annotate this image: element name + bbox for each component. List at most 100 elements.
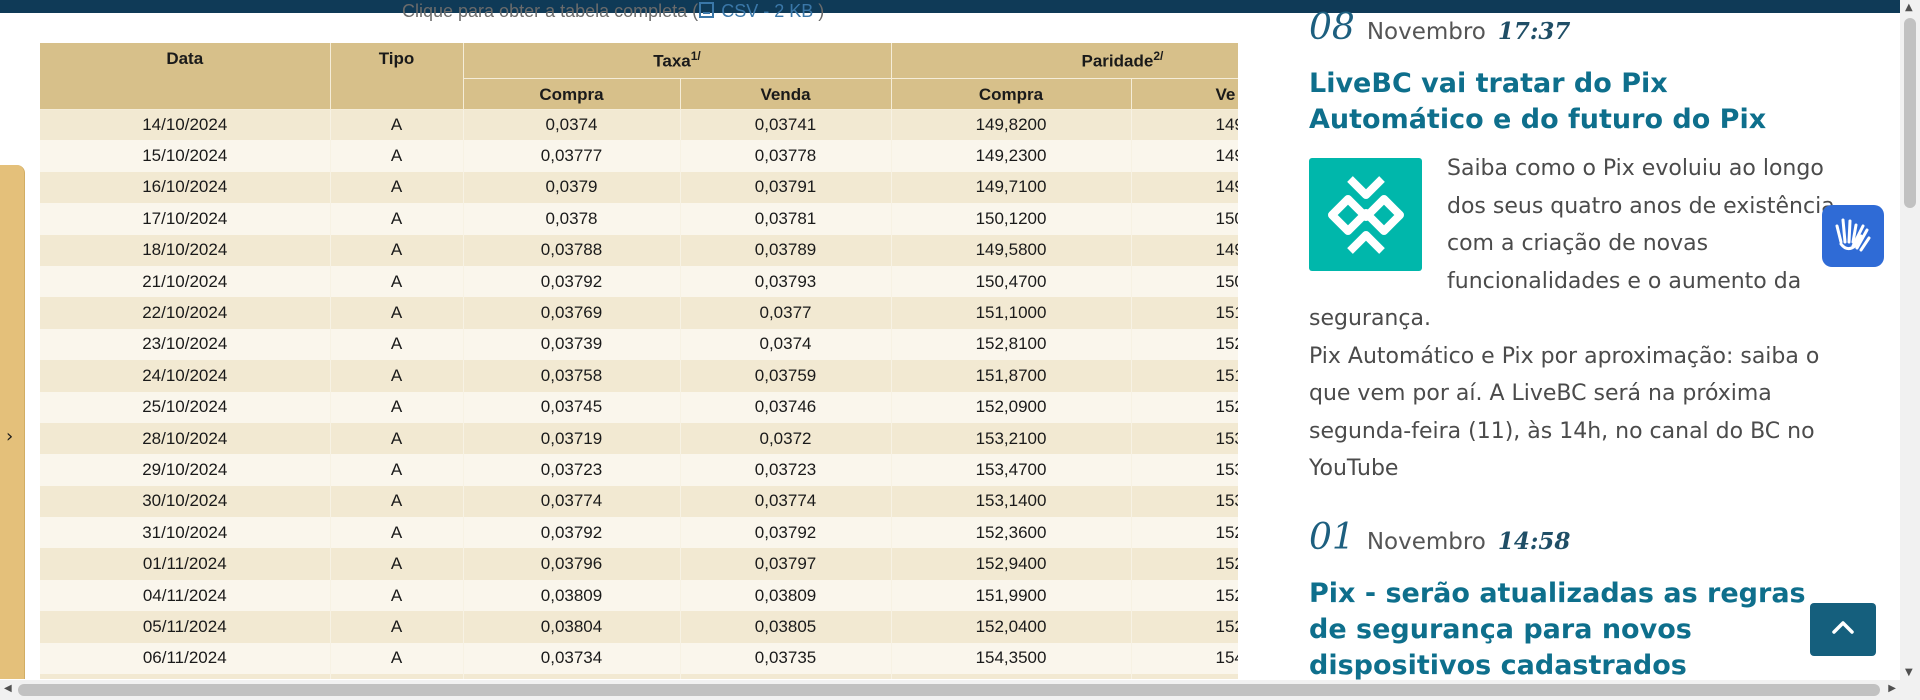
cell-tipo: A xyxy=(330,454,464,486)
header-paridade: Paridade2/ xyxy=(891,43,1238,79)
cell-paridade-compra: 153,4700 xyxy=(891,454,1132,486)
cell-data: 21/10/2024 xyxy=(40,265,331,298)
horizontal-scrollbar-thumb[interactable] xyxy=(18,684,1880,696)
cell-taxa-compra: 0,03774 xyxy=(463,485,681,518)
cell-paridade-venda: 152 xyxy=(1131,548,1238,580)
cell-tipo: A xyxy=(330,579,464,612)
cell-data: 04/11/2024 xyxy=(40,579,331,612)
cell-tipo: A xyxy=(330,517,464,549)
scroll-right-arrow-icon[interactable]: ▶ xyxy=(1888,683,1896,694)
cell-taxa-venda: 0,03792 xyxy=(680,517,892,549)
vertical-scrollbar-thumb[interactable] xyxy=(1904,18,1916,208)
cell-taxa-compra: 0,03734 xyxy=(463,642,681,675)
cell-taxa-venda: 0,0377 xyxy=(680,297,892,329)
cell-data: 17/10/2024 xyxy=(40,203,331,235)
cell-taxa-compra: 0,03788 xyxy=(463,234,681,266)
cell-paridade-venda: 149 xyxy=(1131,234,1238,266)
cell-paridade-compra: 154,3000 xyxy=(891,674,1132,679)
cell-data: 15/10/2024 xyxy=(40,140,331,172)
table-body: 14/10/2024A0,03740,03741149,820014915/10… xyxy=(40,109,1238,679)
cell-data: 24/10/2024 xyxy=(40,360,331,392)
news-day: 08 xyxy=(1309,7,1355,48)
horizontal-scrollbar[interactable]: ◀ ▶ xyxy=(0,680,1920,700)
cell-paridade-compra: 151,9900 xyxy=(891,579,1132,612)
header-paridade-compra: Compra xyxy=(891,78,1132,110)
cell-tipo: A xyxy=(330,297,464,329)
cell-paridade-venda: 152 xyxy=(1131,391,1238,423)
cell-taxa-venda: 0,03746 xyxy=(680,391,892,423)
cell-paridade-venda: 152 xyxy=(1131,579,1238,612)
cell-taxa-compra: 0,03719 xyxy=(463,422,681,455)
news-body-text-1: Saiba como o Pix evoluiu ao longo dos se… xyxy=(1309,156,1842,331)
cell-data: 23/10/2024 xyxy=(40,328,331,361)
header-data: Data xyxy=(40,43,331,110)
cell-taxa-venda: 0,03793 xyxy=(680,265,892,298)
cell-data: 07/11/2024 xyxy=(40,674,331,679)
cell-paridade-compra: 152,0900 xyxy=(891,391,1132,423)
header-paridade-label: Paridade xyxy=(1081,51,1154,71)
cell-tipo: A xyxy=(330,171,464,204)
cell-data: 06/11/2024 xyxy=(40,642,331,675)
cell-paridade-compra: 153,1400 xyxy=(891,485,1132,518)
side-panel-toggle[interactable]: › xyxy=(0,165,25,679)
cell-taxa-compra: 0,03769 xyxy=(463,297,681,329)
csv-link-label[interactable]: CSV - 2 KB xyxy=(721,1,814,21)
header-taxa-venda: Venda xyxy=(680,78,892,110)
chevron-right-icon: › xyxy=(6,426,14,447)
vertical-scrollbar[interactable]: ▲ ▼ xyxy=(1900,0,1920,680)
cell-paridade-venda: 152 xyxy=(1131,611,1238,643)
news-date: 08 Novembro 17:37 xyxy=(1309,10,1849,52)
cell-taxa-venda: 0,03778 xyxy=(680,140,892,172)
scroll-left-arrow-icon[interactable]: ◀ xyxy=(4,683,12,694)
cell-taxa-venda: 0,03781 xyxy=(680,203,892,235)
csv-link-suffix: ) xyxy=(813,1,825,21)
news-title-link[interactable]: LiveBC vai tratar do Pix Automático e do… xyxy=(1309,68,1767,135)
cell-taxa-compra: 0,0374 xyxy=(463,109,681,141)
news-month: Novembro xyxy=(1366,529,1486,555)
news-item: 08 Novembro 17:37 LiveBC vai tratar do P… xyxy=(1309,10,1849,488)
header-paridade-footnote[interactable]: 2/ xyxy=(1153,48,1164,63)
news-title-link[interactable]: Pix - serão atualizadas as regras de seg… xyxy=(1309,578,1806,681)
cell-data: 18/10/2024 xyxy=(40,234,331,266)
scroll-down-arrow-icon[interactable]: ▼ xyxy=(1905,667,1913,678)
cell-paridade-compra: 151,1000 xyxy=(891,297,1132,329)
cell-data: 22/10/2024 xyxy=(40,297,331,329)
cell-tipo: A xyxy=(330,642,464,675)
header-taxa-footnote[interactable]: 1/ xyxy=(690,48,701,63)
scroll-up-arrow-icon[interactable]: ▲ xyxy=(1905,2,1913,13)
cell-tipo: A xyxy=(330,548,464,580)
cell-paridade-venda: 153 xyxy=(1131,454,1238,486)
cell-taxa-venda: 0,0374 xyxy=(680,328,892,361)
cell-data: 14/10/2024 xyxy=(40,109,331,141)
news-time: 17:37 xyxy=(1497,18,1571,45)
cell-taxa-compra: 0,0378 xyxy=(463,203,681,235)
accessibility-button[interactable] xyxy=(1822,205,1884,267)
cell-paridade-compra: 150,1200 xyxy=(891,203,1132,235)
news-date: 01 Novembro 14:58 xyxy=(1309,520,1849,562)
cell-data: 25/10/2024 xyxy=(40,391,331,423)
cell-taxa-compra: 0,0379 xyxy=(463,171,681,204)
back-to-top-button[interactable] xyxy=(1810,603,1876,656)
cell-taxa-venda: 0,03797 xyxy=(680,548,892,580)
csv-download-link[interactable]: Clique para obter a tabela completa ( CS… xyxy=(402,2,824,20)
exchange-rate-table-container: Data Tipo Taxa1/ Paridade2/ Compra Venda… xyxy=(40,43,1238,679)
cell-data: 29/10/2024 xyxy=(40,454,331,486)
news-month: Novembro xyxy=(1366,19,1486,45)
cell-tipo: A xyxy=(330,265,464,298)
cell-taxa-compra: 0,03792 xyxy=(463,517,681,549)
cell-taxa-venda: 0,03809 xyxy=(680,579,892,612)
cell-taxa-compra: 0,03804 xyxy=(463,611,681,643)
cell-paridade-venda: 154 xyxy=(1131,642,1238,675)
